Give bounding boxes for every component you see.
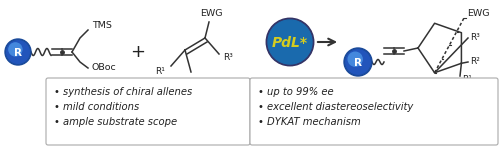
Circle shape	[6, 41, 30, 63]
Text: R: R	[14, 48, 22, 58]
Text: R¹: R¹	[462, 76, 472, 85]
Text: • ample substrate scope: • ample substrate scope	[54, 117, 177, 127]
Circle shape	[9, 43, 22, 56]
Circle shape	[348, 52, 362, 66]
Text: R¹: R¹	[155, 67, 165, 76]
Circle shape	[344, 48, 372, 76]
Text: • synthesis of chiral allenes: • synthesis of chiral allenes	[54, 87, 192, 97]
Text: R²: R²	[470, 57, 480, 66]
Text: R³: R³	[470, 34, 480, 42]
Circle shape	[266, 18, 314, 66]
Circle shape	[346, 50, 370, 74]
Text: R³: R³	[223, 54, 233, 62]
Text: TMS: TMS	[92, 21, 112, 30]
FancyBboxPatch shape	[46, 78, 250, 145]
Circle shape	[5, 39, 31, 65]
Text: R²: R²	[188, 80, 198, 89]
Text: • up to 99% ee: • up to 99% ee	[258, 87, 334, 97]
Text: R: R	[354, 58, 362, 68]
Text: OBoc: OBoc	[92, 64, 117, 72]
Text: • excellent diastereoselectivity: • excellent diastereoselectivity	[258, 102, 413, 112]
Circle shape	[268, 20, 312, 64]
Text: PdL*: PdL*	[272, 36, 308, 50]
Text: • mild conditions: • mild conditions	[54, 102, 139, 112]
FancyBboxPatch shape	[250, 78, 498, 145]
Text: +: +	[130, 43, 146, 61]
Text: EWG: EWG	[467, 10, 489, 19]
Text: • DYKAT mechanism: • DYKAT mechanism	[258, 117, 361, 127]
Text: EWG: EWG	[200, 9, 222, 18]
